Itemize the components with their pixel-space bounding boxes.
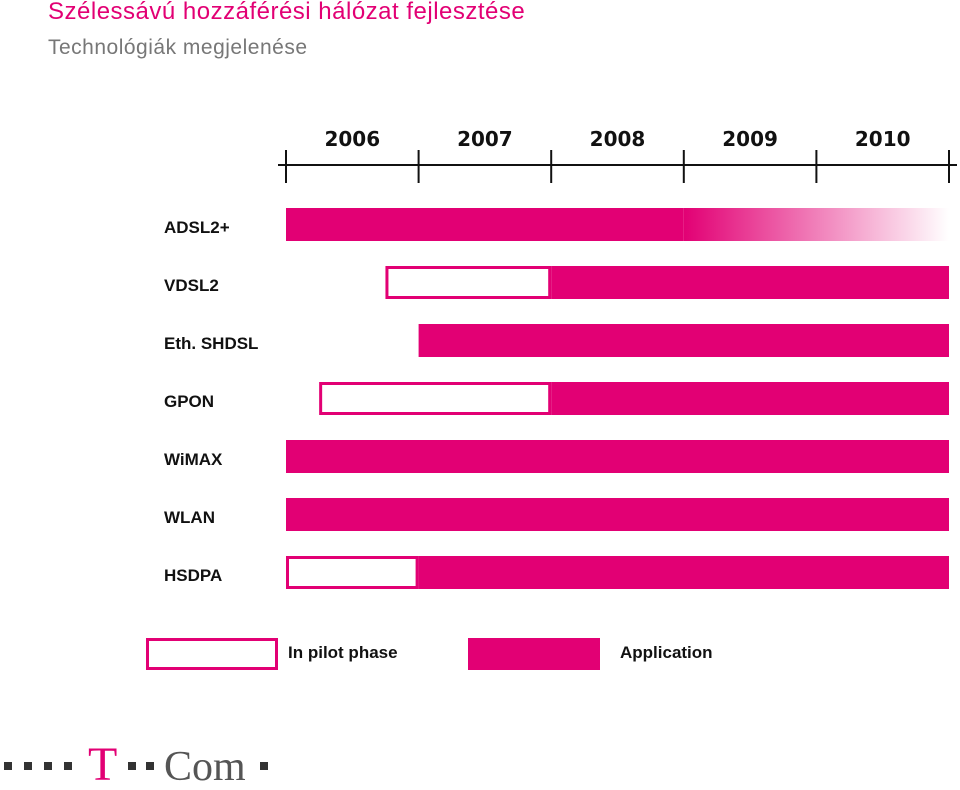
bar-application (551, 382, 949, 415)
bar-application (418, 324, 950, 357)
category-label: GPON (164, 392, 214, 411)
page-subtitle: Technológiák megjelenése (48, 36, 308, 59)
bar-application (418, 556, 950, 589)
x-tick-label: 2006 (324, 127, 380, 151)
category-label: VDSL2 (164, 276, 219, 295)
bar-application (286, 498, 949, 531)
category-label: ADSL2+ (164, 218, 230, 237)
legend: In pilot phase Application (0, 638, 960, 674)
legend-swatch-application (468, 638, 600, 670)
timeline-chart: 2006 2007 2008 2009 2010 ADSL2+ VDSL2 Eth. SHD… (164, 127, 957, 589)
x-tick-label: 2008 (590, 127, 646, 151)
bar-application (286, 208, 684, 241)
bar-application-fade (683, 208, 949, 241)
category-label: HSDPA (164, 566, 222, 585)
x-tick-label: 2009 (722, 127, 778, 151)
bar-pilot (319, 382, 552, 415)
bar-application (286, 440, 949, 473)
category-label: Eth. SHDSL (164, 334, 258, 353)
x-tick-label: 2007 (457, 127, 513, 151)
legend-swatch-pilot (146, 638, 278, 670)
x-tick-label: 2010 (855, 127, 911, 151)
category-label: WiMAX (164, 450, 223, 469)
legend-label-application: Application (620, 643, 713, 662)
logo-com-text: Com (164, 744, 246, 790)
legend-label-pilot: In pilot phase (288, 643, 398, 662)
bar-pilot (286, 556, 419, 589)
category-label: WLAN (164, 508, 215, 527)
bar-pilot (385, 266, 552, 299)
page-title: Szélessávú hozzáférési hálózat fejleszté… (48, 0, 526, 25)
logo-t-letter: T (88, 738, 117, 790)
t-com-logo-icon: T Com (4, 738, 268, 790)
bar-application (551, 266, 949, 299)
